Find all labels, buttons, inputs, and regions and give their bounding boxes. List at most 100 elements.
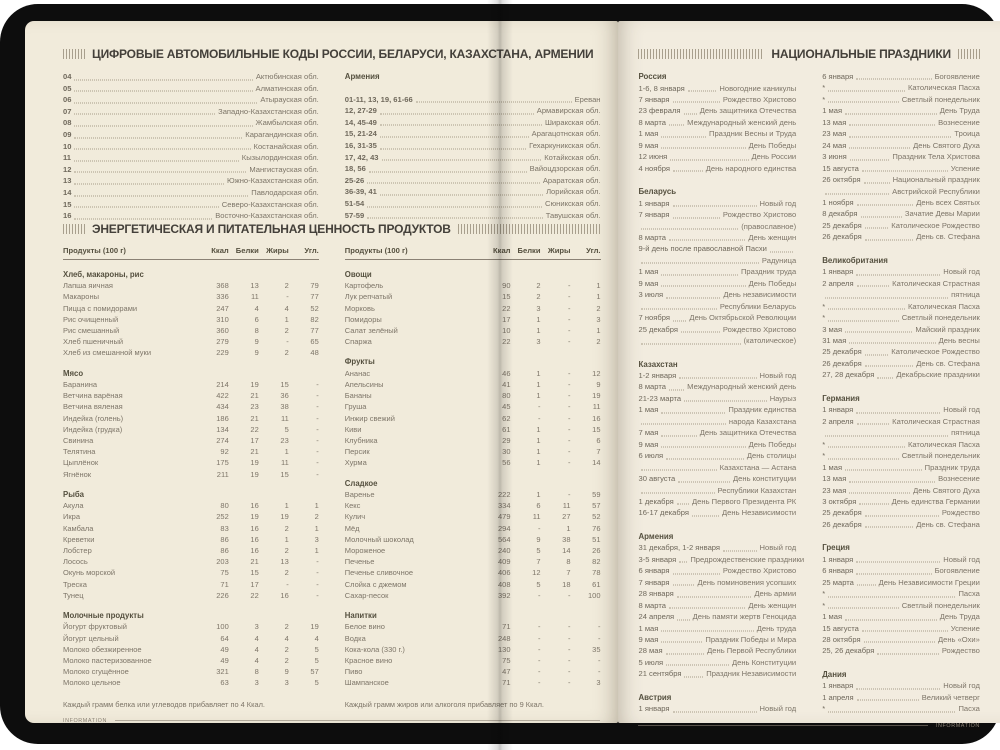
nutrition-value: - [538,413,541,423]
entry-label: 18, 56 [344,164,366,174]
dotted-leader [864,239,914,241]
holiday-row: 31 мая День весны [822,335,980,346]
entry-label: 28 мая [638,646,663,656]
entry-value: День памяти жертв Геноцида [692,612,797,622]
product-name: Цыплёнок [63,458,99,468]
nutrition-row: Белое вино 71 - - - [345,621,601,632]
product-name: Белое вино [344,622,385,632]
dotted-leader [74,195,249,197]
entry-value: Новогодние каникулы [719,83,797,93]
nutrition-row: Ананас 46 1 - 12 [345,368,601,379]
entry-value: Праздник Независимости [706,669,797,679]
country-heading: Армения [344,72,380,81]
entry-value: Католическое Рождество [891,347,980,357]
nutrition-value: 17 [502,314,511,324]
nutrition-value: 76 [592,523,601,533]
group-heading: Молочные продукты [63,611,144,621]
holiday-row: 1 мая Праздник труда [638,266,796,277]
entry-value: День независимости [723,290,797,300]
nutrition-value: 8 [566,557,571,567]
dotted-leader [661,641,703,643]
holiday-row: 7 января Рождество Христово [638,94,796,105]
nutrition-value: 82 [310,314,319,324]
holiday-row: народа Казахстана [638,416,796,427]
dotted-leader [367,217,543,219]
nutrition-value: 336 [216,292,229,302]
entry-value: Католическая Страстная [892,416,980,426]
nutrition-value: 13 [280,557,289,567]
nutrition-value: 4 [254,633,259,643]
holiday-row: пятница [822,427,980,438]
nutrition-value: - [598,656,601,666]
nutrition-value: 1 [284,501,289,511]
nutrition-value: 248 [497,633,511,643]
holiday-row: 3 мая Майский праздник [822,324,980,335]
nutrition-value: 214 [216,379,229,389]
nutrition-row: Камбала 83 16 2 1 [63,523,319,534]
entry-label: * [822,301,826,311]
group-heading: Хлеб, макароны, рис [63,269,144,279]
holiday-row: 4 ноября День народного единства [638,163,796,174]
entry-value: День Конституции [732,657,797,667]
nutrition-value: 71 [502,678,511,688]
nutrition-value: 409 [497,557,511,567]
entry-label: 1 января [638,198,670,208]
nutrition-value: - [568,644,571,654]
nutrition-value: 7 [536,557,541,567]
entry-value: Светлый понедельник [901,313,980,323]
nutrition-value: 80 [502,391,511,401]
product-name: Макароны [63,292,99,302]
nutrition-value: 9 [254,348,259,358]
entry-value: Мангистауская обл. [249,164,319,174]
nutrition-row: Рис очищенный 310 6 1 82 [63,314,319,325]
nutrition-row: Хурма 56 1 - 14 [345,457,601,468]
pages: ЦИФРОВЫЕ АВТОМОБИЛЬНЫЕ КОДЫ РОССИИ, БЕЛА… [25,21,1000,729]
nutrition-value: 19 [250,458,259,468]
entry-label: 6 января [822,72,854,81]
dotted-leader [641,308,717,310]
nutrition-value: 21 [250,413,259,423]
nutrition-value: 12 [592,368,601,378]
holiday-row: 24 мая День Святого Духа [822,140,980,151]
auto-code-row: 13 Южно-Казахстанская обл. [63,175,319,187]
nutrition-row: Молоко обезжиренное 49 4 2 5 [63,644,319,655]
nutrition-value: - [538,633,541,643]
nutrition-value: 222 [497,489,511,499]
dotted-leader [877,653,939,655]
entry-label: 24 апреля [638,612,675,622]
product-name: Лук репчатый [344,292,393,302]
entry-value: День женщин [748,600,797,610]
holiday-row: Австрийской Республики [822,186,980,197]
entry-value: Международный женский день [687,382,797,392]
dotted-leader [74,160,239,162]
nutrition-value: 368 [216,281,229,291]
nutrition-value: 2 [284,523,289,533]
entry-value: День Святого Духа [913,140,980,150]
entry-label: 28 января [638,589,674,599]
product-name: Индейка (грудка) [63,424,123,434]
entry-value: Новый год [759,543,797,553]
holiday-row: 26 октября Национальный праздник [822,174,980,185]
entry-label: 26 октября [822,175,861,185]
dotted-leader [74,206,219,208]
product-name: Рис очищенный [63,314,119,324]
entry-value: Праздник Весны и Труда [709,129,797,139]
product-name: Помидоры [344,314,382,324]
auto-code-row: 07 Западно-Казахстанская обл. [63,106,319,118]
dotted-leader [849,124,936,126]
dotted-leader [849,147,911,149]
nutrition-value: 23 [250,402,259,412]
nutrition-row: Морковь 22 3 - 2 [345,303,601,314]
nutrition-value: 2 [284,644,289,654]
entry-value: Казахстана — Астана [719,462,797,472]
entry-label: 08 [63,118,72,128]
product-name: Баранина [63,379,98,389]
nutrition-value: 45 [502,402,511,412]
entry-value: Майский праздник [915,324,980,334]
holiday-row: 27, 28 декабря Декабрьские праздники [822,369,980,380]
product-name: Шампанское [344,678,389,688]
product-name: Мёд [344,523,360,533]
nutrition-header: ЭНЕРГЕТИЧЕСКАЯ И ПИТАТЕЛЬНАЯ ЦЕННОСТЬ ПР… [63,222,601,236]
dotted-leader [849,342,936,344]
product-name: Телятина [63,447,96,457]
